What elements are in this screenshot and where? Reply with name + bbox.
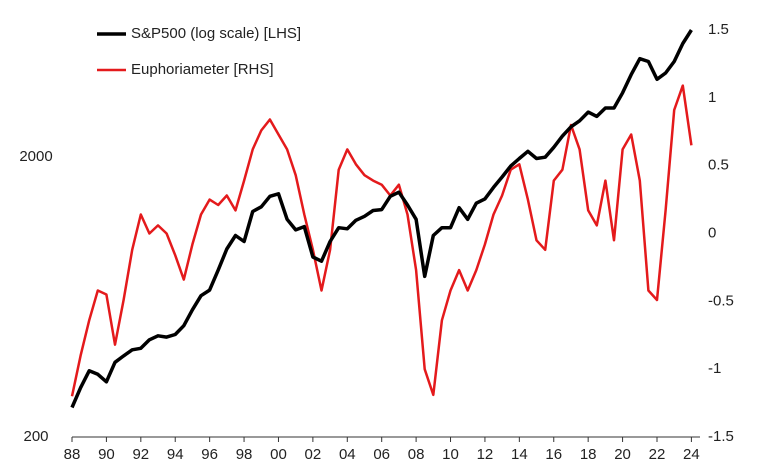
x-tick-label: 88 [64, 446, 81, 463]
x-tick-label: 24 [683, 446, 700, 463]
y2-tick-label: -1.5 [708, 428, 734, 445]
y-tick-label: 200 [23, 428, 48, 445]
series-line [70, 29, 693, 409]
x-tick-label: 16 [545, 446, 562, 463]
x-tick-label: 92 [132, 446, 149, 463]
y2-tick-label: 0.5 [708, 157, 729, 174]
x-tick-label: 14 [511, 446, 528, 463]
x-tick-label: 10 [442, 446, 459, 463]
series-line [70, 84, 693, 397]
y2-tick-label: 1.5 [708, 21, 729, 38]
x-tick-label: 22 [649, 446, 666, 463]
x-tick-label: 90 [98, 446, 115, 463]
x-tick-label: 18 [580, 446, 597, 463]
y2-tick-label: 0 [708, 224, 716, 241]
y2-tick-label: 1 [708, 89, 716, 106]
x-tick-label: 96 [201, 446, 218, 463]
legend-label: S&P500 (log scale) [LHS] [131, 25, 301, 42]
x-tick-label: 04 [339, 446, 356, 463]
x-tick-label: 06 [373, 446, 390, 463]
y-tick-label: 2000 [19, 148, 52, 165]
x-tick-label: 02 [305, 446, 322, 463]
y2-tick-label: -1 [708, 360, 721, 377]
y2-tick-label: -0.5 [708, 292, 734, 309]
x-tick-label: 08 [408, 446, 425, 463]
x-tick-label: 94 [167, 446, 184, 463]
x-tick-label: 98 [236, 446, 253, 463]
x-tick-label: 00 [270, 446, 287, 463]
x-tick-label: 12 [477, 446, 494, 463]
legend-label: Euphoriameter [RHS] [131, 61, 274, 78]
x-tick-label: 20 [614, 446, 631, 463]
